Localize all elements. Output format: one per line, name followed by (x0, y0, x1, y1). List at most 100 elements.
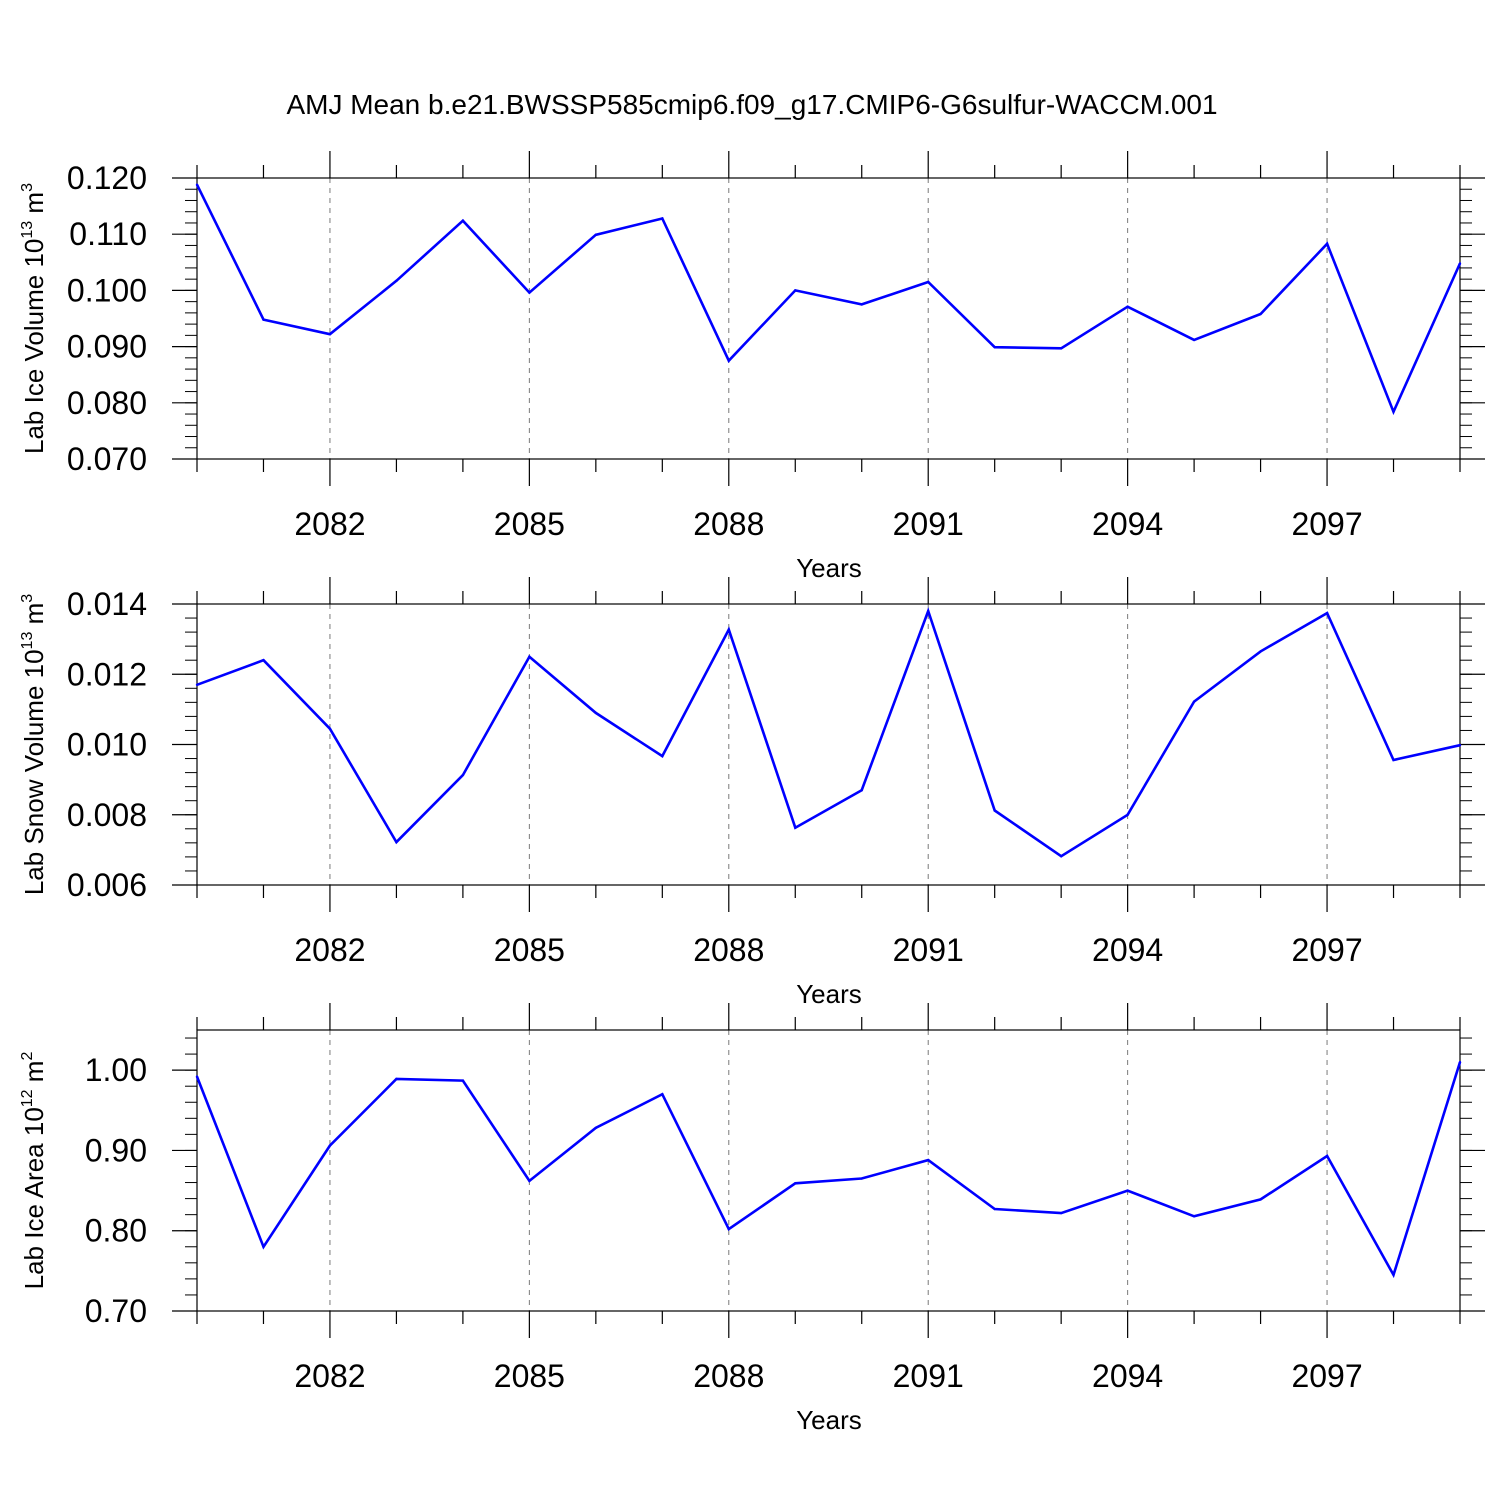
panel-3: 0.70 0.80 0.90 1.00 2082 2085 2088 2091 2094 2097… (19, 1003, 1485, 1435)
y-tick-label: 0.090 (67, 329, 147, 365)
x-tick-label: 2085 (494, 932, 565, 968)
y-tick-label: 0.014 (67, 586, 147, 622)
data-point (594, 233, 598, 236)
x-tick-label: 2085 (494, 506, 565, 542)
data-point (1325, 242, 1329, 245)
data-point (262, 659, 265, 662)
data-point (461, 219, 465, 222)
data-point (1259, 1198, 1262, 1201)
data-point (794, 1182, 797, 1185)
data-point (594, 1126, 598, 1130)
data-point (1325, 611, 1329, 615)
y-axis-title-superscript: 13 (19, 221, 36, 239)
x-tick-label: 2097 (1291, 932, 1362, 968)
panel-2: 0.006 0.008 0.010 0.012 0.014 2082 2085 2088 209… (19, 577, 1485, 1009)
data-point (528, 655, 531, 658)
y-axis-title-text: Lab Snow Volume 10 (19, 649, 49, 895)
data-point (993, 809, 996, 812)
y-tick-label: 0.80 (85, 1213, 147, 1249)
y-tick-label: 0.110 (69, 216, 147, 252)
data-point (395, 840, 398, 844)
data-point (1392, 758, 1395, 762)
y-axis-title-superscript: 2 (19, 1052, 36, 1061)
data-point (727, 359, 730, 362)
data-point (1458, 1060, 1462, 1064)
data-point (794, 289, 797, 292)
data-point (794, 826, 797, 829)
y-axis-title: Lab Ice Area 1012 m2 (19, 1052, 49, 1290)
y-tick-label: 0.120 (67, 160, 147, 196)
y-tick-label: 0.100 (67, 272, 147, 308)
data-point (1126, 813, 1129, 816)
data-point (461, 1079, 465, 1082)
figure-title: AMJ Mean b.e21.BWSSP585cmip6.f09_g17.CMI… (286, 89, 1217, 120)
data-point (395, 1077, 398, 1081)
data-point (1126, 1189, 1129, 1192)
data-point (528, 1179, 531, 1183)
x-axis-title: Years (796, 1405, 862, 1435)
y-axis-title-superscript: 3 (19, 594, 36, 603)
data-point (727, 628, 730, 631)
y-axis-title-text: Lab Ice Area 10 (19, 1107, 49, 1289)
y-axis-title-text: m (19, 192, 49, 221)
x-tick-label: 2082 (294, 1358, 365, 1394)
y-axis-title-superscript: 12 (19, 1089, 36, 1107)
y-tick-label: 0.70 (85, 1293, 147, 1329)
data-point (1059, 1211, 1063, 1215)
x-tick-label: 2094 (1092, 1358, 1163, 1394)
data-point (927, 609, 930, 613)
data-point (262, 318, 265, 321)
x-tick-label: 2097 (1291, 506, 1362, 542)
x-tick-label: 2085 (494, 1358, 565, 1394)
series-line (195, 1061, 1462, 1279)
y-tick-label: 0.008 (67, 797, 147, 833)
x-axis-title: Years (796, 553, 862, 583)
y-axis-title-text: m (19, 603, 49, 632)
data-point (1059, 347, 1063, 350)
data-point (927, 1158, 930, 1162)
data-point (528, 291, 531, 294)
data-point (1192, 338, 1196, 342)
x-axis-title: Years (796, 979, 862, 1009)
data-point (195, 1075, 199, 1078)
y-axis-title-text: m (19, 1061, 49, 1090)
data-point (993, 1207, 996, 1211)
y-tick-label: 1.00 (85, 1052, 147, 1088)
data-point (993, 345, 996, 349)
data-point (1392, 1273, 1395, 1277)
y-tick-label: 0.080 (67, 385, 147, 421)
x-tick-label: 2091 (893, 506, 964, 542)
data-point (195, 683, 199, 686)
data-point (860, 1177, 863, 1180)
data-point (328, 333, 332, 336)
x-tick-label: 2091 (893, 932, 964, 968)
data-point (1059, 854, 1063, 858)
y-tick-label: 0.010 (67, 727, 147, 763)
x-tick-label: 2094 (1092, 932, 1163, 968)
data-point (1192, 1215, 1196, 1218)
y-tick-label: 0.012 (67, 656, 147, 692)
x-tick-label: 2088 (693, 932, 764, 968)
y-tick-label: 0.006 (67, 867, 147, 903)
data-point (927, 280, 930, 284)
y-axis-title-superscript: 3 (19, 183, 36, 192)
data-point (328, 727, 332, 730)
x-tick-label: 2082 (294, 506, 365, 542)
y-axis-title: Lab Snow Volume 1013 m3 (19, 594, 49, 895)
data-point (461, 773, 465, 777)
data-point (1325, 1154, 1329, 1158)
data-point (328, 1144, 332, 1147)
data-point (1259, 312, 1262, 316)
y-axis-title-text: Lab Ice Volume 10 (19, 239, 49, 454)
x-tick-label: 2088 (693, 506, 764, 542)
data-point (661, 217, 664, 220)
data-point (860, 788, 863, 792)
y-axis-title-superscript: 13 (19, 632, 36, 650)
data-point (195, 183, 199, 186)
y-tick-label: 0.070 (67, 441, 147, 477)
data-point (1458, 744, 1462, 747)
x-tick-label: 2091 (893, 1358, 964, 1394)
data-point (395, 279, 398, 283)
panel-1: 0.070 0.080 0.090 0.100 0.110 0.120 2082 2085 20… (19, 151, 1485, 583)
